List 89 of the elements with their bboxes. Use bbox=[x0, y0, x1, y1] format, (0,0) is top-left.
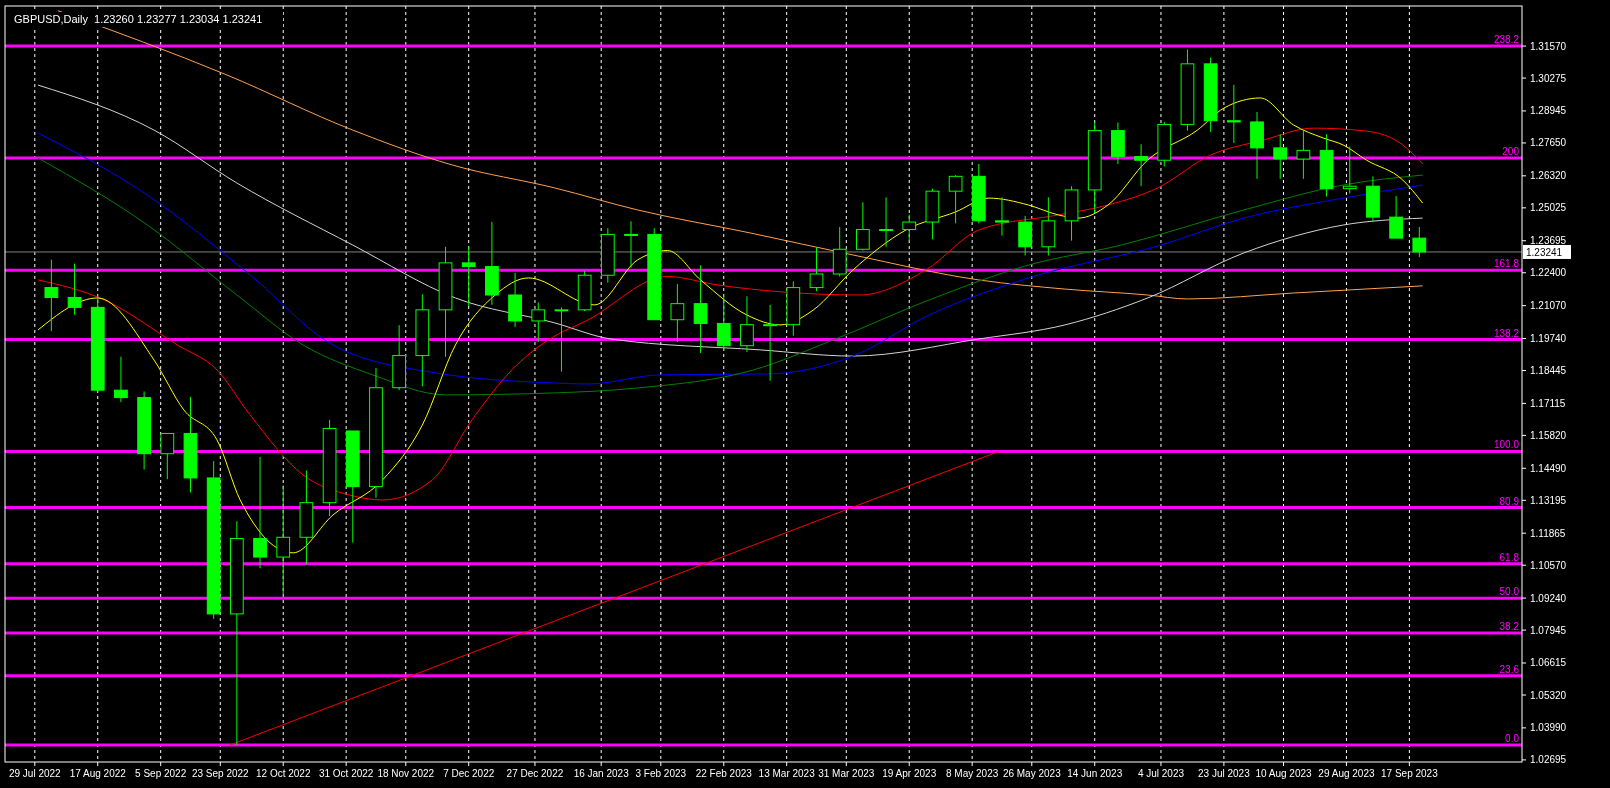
x-tick-label: 16 Jan 2023 bbox=[573, 768, 630, 779]
y-tick-label: 1.07945 bbox=[1530, 624, 1567, 636]
annotation: 138.2 bbox=[1493, 327, 1520, 339]
x-tick-label: 29 Aug 2023 bbox=[1318, 768, 1375, 779]
y-tick-label: 1.13195 bbox=[1530, 494, 1567, 506]
x-tick-label: 3 Feb 2023 bbox=[635, 768, 687, 779]
y-tick-label: 1.06615 bbox=[1530, 657, 1567, 669]
candlestick bbox=[693, 264, 708, 354]
candlestick bbox=[995, 196, 1009, 237]
x-tick-label: 8 May 2023 bbox=[946, 768, 999, 779]
y-tick-label: 1.23695 bbox=[1530, 235, 1567, 247]
y-tick-label: 1.15820 bbox=[1530, 429, 1567, 441]
x-tick-label: 18 Nov 2022 bbox=[377, 768, 435, 779]
y-tick-label: 1.22400 bbox=[1530, 267, 1567, 279]
candlestick bbox=[1226, 84, 1241, 144]
line-series bbox=[37, 84, 1424, 357]
text: GBPUSD,Daily 1.23260 1.23277 1.23034 1.23241 bbox=[14, 13, 263, 25]
candlestick bbox=[879, 196, 893, 248]
candlestick bbox=[855, 201, 870, 251]
annotation: 0.0 bbox=[1505, 732, 1520, 744]
y-tick-label: 1.02695 bbox=[1530, 754, 1567, 766]
candlestick bbox=[1273, 133, 1288, 180]
x-tick-label: 17 Sep 2023 bbox=[1381, 768, 1439, 779]
y-tick-label: 1.26320 bbox=[1530, 170, 1567, 182]
x-tick-label: 22 Feb 2023 bbox=[695, 768, 753, 779]
annotation: 238.2 bbox=[1493, 34, 1520, 46]
x-tick-label: 4 Jul 2023 bbox=[1137, 768, 1185, 779]
line-series bbox=[37, 97, 1424, 554]
annotation: 100.0 bbox=[1493, 439, 1520, 451]
candlestick bbox=[670, 283, 685, 343]
x-tick-label: 31 Mar 2023 bbox=[818, 768, 875, 779]
candlestick bbox=[1412, 226, 1427, 258]
y-tick-label: 1.17115 bbox=[1530, 397, 1566, 409]
annotation: 80.9 bbox=[1499, 495, 1520, 507]
candlestick bbox=[1389, 195, 1404, 239]
x-tick-label: 27 Dec 2022 bbox=[506, 768, 564, 779]
y-tick-label: 1.25025 bbox=[1530, 202, 1567, 214]
annotation: 50.0 bbox=[1499, 586, 1520, 598]
candlestick bbox=[740, 295, 754, 353]
y-tick-label: 1.21070 bbox=[1530, 300, 1567, 312]
candlestick bbox=[1296, 130, 1311, 180]
candlestick bbox=[276, 484, 291, 595]
x-tick-label: 12 Oct 2022 bbox=[255, 768, 311, 779]
y-tick-label: 1.27650 bbox=[1530, 137, 1567, 149]
candlestick bbox=[160, 432, 175, 480]
x-tick-label: 29 Jul 2022 bbox=[8, 768, 62, 779]
x-tick-label: 26 May 2023 bbox=[1002, 768, 1062, 779]
annotation: 38.2 bbox=[1499, 620, 1520, 632]
annotation: 161.8 bbox=[1493, 258, 1520, 270]
x-tick-label: 17 Aug 2022 bbox=[69, 768, 127, 779]
candlestick bbox=[624, 220, 638, 269]
annotation: 200 bbox=[1502, 146, 1520, 158]
candlestick bbox=[948, 174, 963, 224]
y-tick-label: 1.09240 bbox=[1530, 592, 1567, 604]
y-tick-label: 1.31570 bbox=[1530, 40, 1567, 52]
y-tick-label: 1.10570 bbox=[1530, 559, 1567, 571]
y-tick-label: 1.19740 bbox=[1530, 333, 1567, 345]
ref-line-label: 1.23241 bbox=[1526, 246, 1563, 258]
x-tick-label: 5 Sep 2022 bbox=[135, 768, 187, 779]
candlestick bbox=[461, 246, 476, 307]
x-tick-label: 13 Mar 2023 bbox=[758, 768, 816, 779]
candlestick bbox=[531, 301, 546, 343]
y-tick-label: 1.28945 bbox=[1530, 105, 1567, 117]
candlestick bbox=[1134, 143, 1148, 187]
candlestick bbox=[716, 295, 731, 352]
y-tick-label: 1.03990 bbox=[1530, 722, 1567, 734]
candlestick bbox=[44, 259, 59, 332]
y-tick-label: 1.18445 bbox=[1530, 365, 1567, 377]
x-tick-label: 14 Jun 2023 bbox=[1067, 768, 1123, 779]
candlestick bbox=[114, 356, 128, 403]
y-tick-label: 1.14490 bbox=[1530, 462, 1567, 474]
y-tick-label: 1.11865 bbox=[1530, 527, 1566, 539]
x-tick-label: 31 Oct 2022 bbox=[318, 768, 374, 779]
x-tick-label: 10 Aug 2023 bbox=[1255, 768, 1313, 779]
x-tick-label: 19 Apr 2023 bbox=[882, 768, 937, 779]
candlestick bbox=[902, 214, 917, 243]
x-tick-label: 23 Sep 2022 bbox=[191, 768, 250, 779]
y-tick-label: 1.30275 bbox=[1530, 72, 1567, 84]
candlestick bbox=[763, 304, 777, 382]
candlestick bbox=[554, 306, 569, 373]
x-tick-label: 7 Dec 2022 bbox=[443, 768, 495, 779]
candlestick bbox=[253, 456, 267, 569]
line-series bbox=[37, 127, 1424, 501]
annotation: 61.8 bbox=[1499, 551, 1520, 563]
x-tick-label: 23 Jul 2023 bbox=[1198, 768, 1251, 779]
annotation: 23.6 bbox=[1499, 663, 1520, 675]
candlestick bbox=[809, 246, 824, 292]
y-tick-label: 1.05320 bbox=[1530, 689, 1567, 701]
candlestick bbox=[67, 263, 82, 316]
